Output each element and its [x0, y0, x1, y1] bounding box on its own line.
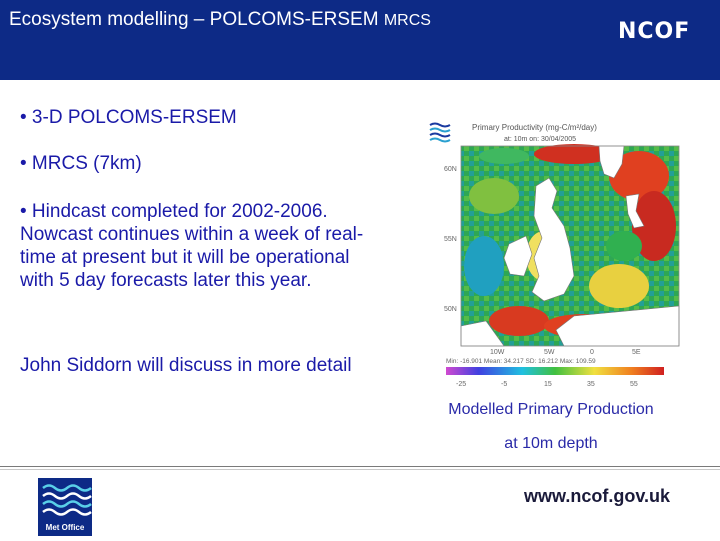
- lon-label: 5W: [544, 349, 555, 356]
- figure-caption-depth: at 10m depth: [504, 435, 598, 452]
- colorbar-tick: -5: [501, 381, 507, 388]
- slide-title: Ecosystem modelling – POLCOMS-ERSEM MRCS: [9, 9, 431, 30]
- figure-caption: Modelled Primary Production: [448, 401, 654, 418]
- met-office-wave-icon: [428, 120, 454, 143]
- lat-label: 60N: [444, 166, 457, 173]
- footer-divider: [0, 469, 720, 470]
- ncof-logo: NCOF: [618, 19, 691, 44]
- colorbar-tick: 35: [587, 381, 595, 388]
- presenter-note: John Siddorn will discuss in more detail: [20, 355, 352, 376]
- title-bar: Ecosystem modelling – POLCOMS-ERSEM MRCS…: [0, 0, 720, 80]
- met-office-logo: Met Office: [38, 478, 92, 536]
- bullet-item: • Hindcast completed for 2002-2006. Nowc…: [20, 201, 364, 291]
- bullet-item: • MRCS (7km): [20, 153, 142, 174]
- bullet-item: • 3-D POLCOMS-ERSEM: [20, 107, 237, 128]
- colorbar-tick: 15: [544, 381, 552, 388]
- lon-label: 5E: [632, 349, 641, 356]
- model-map-image: Primary Productivity (mg-C/m²/day) at: 1…: [428, 120, 680, 388]
- footer-divider: [0, 466, 720, 467]
- footer-url[interactable]: www.ncof.gov.uk: [524, 486, 671, 506]
- figure-title: Primary Productivity (mg-C/m²/day): [472, 123, 597, 132]
- lat-label: 50N: [444, 306, 457, 313]
- lat-label: 55N: [444, 236, 457, 243]
- lon-label: 10W: [490, 349, 505, 356]
- lon-label: 0: [590, 349, 594, 356]
- primary-production-figure: Primary Productivity (mg-C/m²/day) at: 1…: [424, 116, 686, 398]
- colorbar-tick: -25: [456, 381, 466, 388]
- map-area: [460, 144, 680, 347]
- colorbar-tick: 55: [630, 381, 638, 388]
- colorbar: [446, 367, 664, 375]
- stats-line: Min: -16.901 Mean: 34.217 SD: 16.212 Max…: [446, 358, 596, 365]
- met-office-logo-text: Met Office: [46, 523, 85, 532]
- figure-subtitle: at: 10m on: 30/04/2005: [504, 136, 576, 143]
